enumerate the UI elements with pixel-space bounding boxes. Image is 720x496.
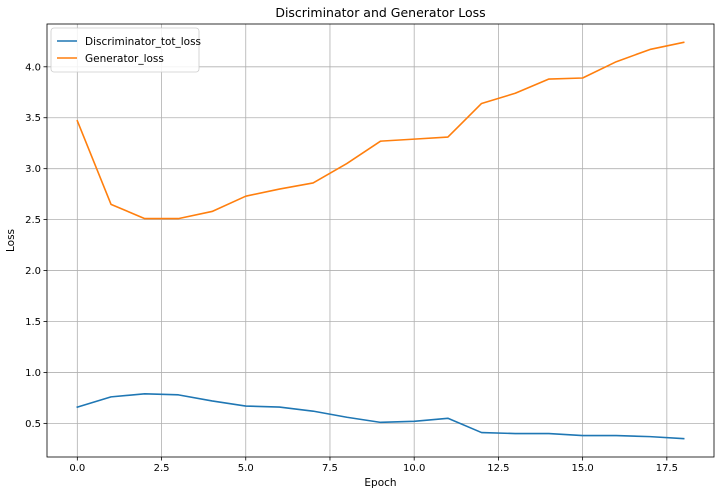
y-tick-label: 4.0 xyxy=(25,62,41,73)
x-tick-label: 12.5 xyxy=(487,463,509,474)
x-tick-label: 17.5 xyxy=(656,463,678,474)
x-axis-label: Epoch xyxy=(364,477,396,489)
legend-entry-label: Discriminator_tot_loss xyxy=(85,36,201,48)
axis-ticks: 0.0 2.5 5.0 7.5 10.0 12.5 15.0 17.5 0.5 1.0 1.5 2.0… xyxy=(25,62,678,474)
legend-entry-label: Generator_loss xyxy=(85,53,164,65)
y-tick-label: 3.0 xyxy=(25,164,41,175)
series-line-1 xyxy=(76,41,685,220)
y-tick-label: 0.5 xyxy=(25,419,41,430)
legend: Discriminator_tot_loss Generator_loss xyxy=(50,27,201,73)
plot-frame xyxy=(46,23,715,458)
grid xyxy=(47,24,714,457)
x-tick-label: 10.0 xyxy=(403,463,425,474)
x-tick-label: 7.5 xyxy=(322,463,338,474)
x-tick-label: 15.0 xyxy=(571,463,593,474)
y-tick-label: 1.5 xyxy=(25,317,41,328)
x-tick-label: 5.0 xyxy=(238,463,254,474)
x-tick-label: 0.0 xyxy=(69,463,85,474)
series-lines xyxy=(76,41,685,440)
series-line-0 xyxy=(76,393,685,440)
chart-title: Discriminator and Generator Loss xyxy=(275,5,485,20)
y-tick-label: 2.5 xyxy=(25,215,41,226)
y-axis-label: Loss xyxy=(5,229,17,252)
y-tick-label: 3.5 xyxy=(25,113,41,124)
y-tick-label: 2.0 xyxy=(25,266,41,277)
x-tick-label: 2.5 xyxy=(154,463,170,474)
y-tick-label: 1.0 xyxy=(25,368,41,379)
legend-box xyxy=(50,27,200,73)
